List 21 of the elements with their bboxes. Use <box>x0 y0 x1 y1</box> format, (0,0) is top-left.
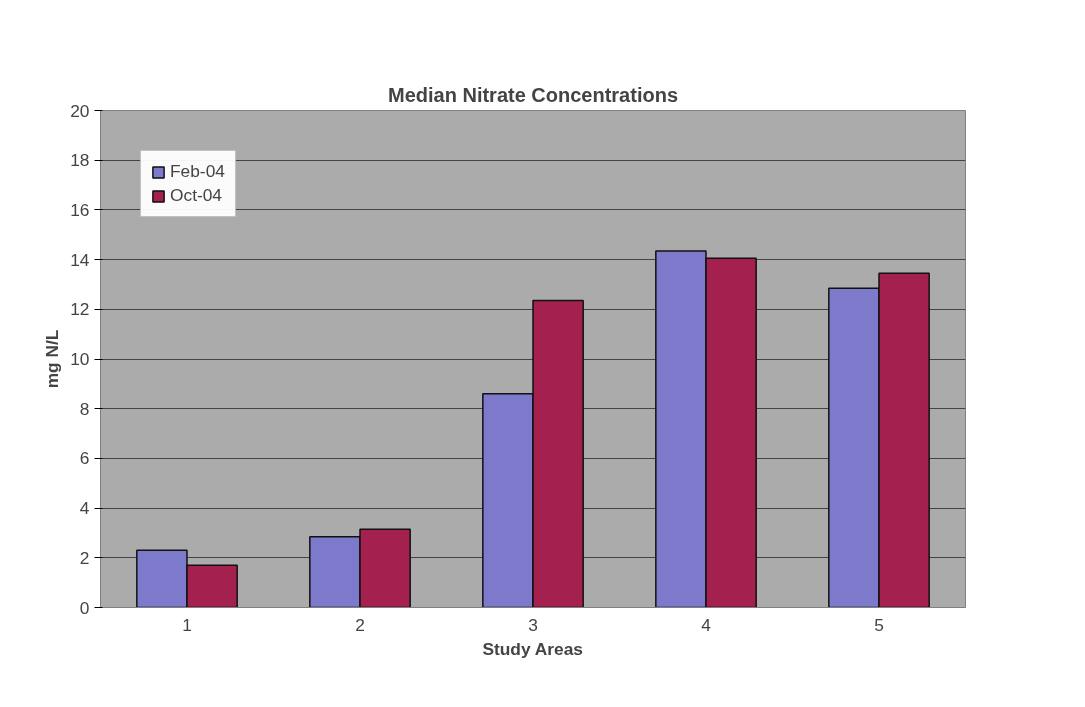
x-tick-label: 2 <box>355 614 365 635</box>
y-tick-label: 2 <box>79 547 90 568</box>
x-tick-label: 4 <box>701 614 712 635</box>
x-tick-label: 5 <box>874 614 884 635</box>
y-tick-label: 0 <box>79 597 90 618</box>
y-tick-label: 14 <box>70 249 90 270</box>
y-tick-label: 10 <box>70 349 90 369</box>
y-tick-label: 18 <box>70 150 90 171</box>
x-tick-label: 1 <box>182 614 192 635</box>
x-axis-title: Study Areas <box>482 638 583 659</box>
y-tick-label: 20 <box>70 100 90 121</box>
y-axis-title: mg N/L <box>42 329 63 389</box>
y-tick-label: 4 <box>79 498 90 519</box>
y-tick-label: 6 <box>79 448 90 469</box>
x-tick-label: 3 <box>528 614 538 635</box>
legend-label: Oct-04 <box>170 185 223 206</box>
legend-label: Feb-04 <box>170 161 225 182</box>
y-tick-label: 12 <box>70 299 90 320</box>
y-tick-label: 16 <box>70 199 90 220</box>
chart-title: Median Nitrate Concentrations <box>387 83 679 106</box>
y-tick-label: 8 <box>79 398 90 419</box>
